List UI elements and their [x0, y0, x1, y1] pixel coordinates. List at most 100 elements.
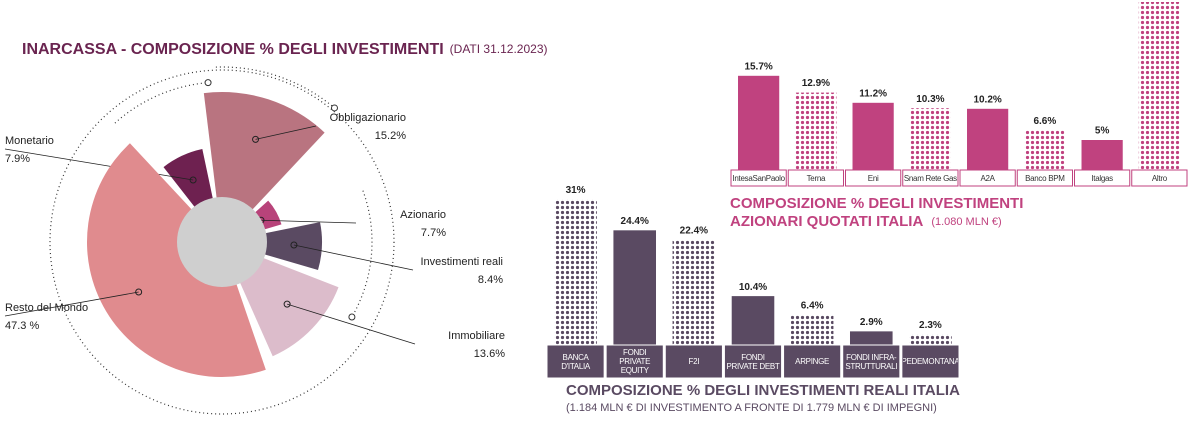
x-tick-label: Eni: [867, 173, 879, 183]
title: INARCASSA - COMPOSIZIONE % DEGLI INVESTI…: [22, 41, 444, 58]
value-label: 11.2%: [859, 88, 887, 99]
category-box: PEDEMONTANA: [902, 357, 958, 366]
category-box: Snam Rete Gas: [903, 173, 957, 183]
bar: [554, 199, 597, 345]
category-cell: [546, 344, 605, 379]
slice-value: 47.3 %: [5, 320, 39, 332]
value-label: 10.4%: [739, 282, 767, 293]
category-cell: [959, 169, 1016, 187]
slice-label: Monetario: [5, 135, 54, 147]
category-box: BANCA D'ITALIA: [561, 352, 590, 371]
category-box: FONDI PRIVATE EQUITY: [619, 348, 651, 375]
bar: [1081, 140, 1123, 170]
equity-title: COMPOSIZIONE % DEGLI INVESTIMENTI: [730, 195, 1023, 212]
slice-label: Investimenti reali: [420, 256, 503, 268]
dotted-ring: [49, 69, 395, 415]
category-box: F2I: [689, 357, 700, 366]
slice-label: Resto del Mondo: [5, 302, 88, 314]
value-label: 24.4%: [621, 216, 649, 227]
arc-knob: [348, 313, 356, 321]
bar: [967, 108, 1009, 170]
leader-dot: [135, 288, 143, 296]
category-cell: [1016, 169, 1073, 187]
x-tick-label: FONDI INFRA-STRUTTURALI: [845, 352, 898, 371]
x-tick-label: Terna: [806, 173, 826, 183]
category-box: FONDI PRIVATE DEBT: [726, 352, 780, 371]
slice-label: Immobiliare: [448, 330, 505, 342]
bar: [731, 296, 775, 345]
category-box: Banco BPM: [1025, 173, 1065, 183]
leader-dot: [290, 241, 298, 249]
subtitle: AZIONARI QUOTATI ITALIA: [730, 213, 923, 230]
pie-wedge: [87, 143, 266, 377]
leader-dot: [189, 176, 197, 184]
value-label: 12.9%: [802, 78, 830, 89]
bar: [613, 230, 657, 345]
bar: [909, 108, 951, 170]
leader-dot: [252, 135, 260, 143]
leader-dot: [283, 300, 291, 308]
x-tick-label: Banco BPM: [1025, 173, 1065, 183]
category-box: ARPINGE: [795, 357, 830, 366]
leader-line: [255, 125, 317, 140]
leader-line: [287, 303, 416, 345]
category-cell: [1074, 169, 1131, 187]
subtitle: (DATI 31.12.2023): [450, 42, 548, 56]
value-label: 10.2%: [973, 94, 1001, 105]
value-label: 2.9%: [860, 317, 883, 328]
slice-value: 7.9%: [5, 153, 30, 165]
equity-subtitle: AZIONARI QUOTATI ITALIA (1.080 MLN €): [730, 213, 1002, 230]
category-box: Altro: [1151, 173, 1167, 183]
x-tick-label: Italgas: [1091, 173, 1113, 183]
value-label: 2.3%: [919, 320, 942, 331]
category-cell: [787, 169, 844, 187]
category-cell: [730, 169, 787, 187]
category-cell: [902, 169, 959, 187]
bar: [852, 102, 894, 170]
note: (1.080 MLN €): [931, 216, 1001, 228]
category-box: Italgas: [1091, 173, 1113, 183]
bar: [849, 331, 893, 345]
category-cell: [845, 169, 902, 187]
category-cell: [664, 344, 723, 379]
category-cell: [842, 344, 901, 379]
bar: [738, 75, 780, 170]
real-title: COMPOSIZIONE % DEGLI INVESTIMENTI REALI …: [566, 382, 960, 399]
pie-title: INARCASSA - COMPOSIZIONE % DEGLI INVESTI…: [22, 41, 547, 58]
dotted-arc: [215, 66, 335, 109]
value-label: 6.4%: [801, 301, 824, 312]
x-tick-label: FONDI PRIVATE EQUITY: [619, 348, 651, 375]
x-tick-label: PEDEMONTANA: [902, 357, 958, 366]
x-tick-label: BANCA D'ITALIA: [561, 352, 590, 371]
category-cell: [901, 344, 960, 379]
category-cell: [1131, 169, 1188, 187]
bar: [909, 334, 952, 345]
x-tick-label: Snam Rete Gas: [903, 173, 957, 183]
leader-line: [4, 291, 139, 317]
x-tick-label: ARPINGE: [795, 357, 830, 366]
x-tick-label: Altro: [1151, 173, 1167, 183]
value-label: 15.7%: [744, 61, 772, 72]
slice-value: 15.2%: [375, 130, 406, 142]
arc-knob: [330, 104, 338, 112]
leader-line: [4, 148, 194, 181]
x-tick-label: FONDI PRIVATE DEBT: [726, 352, 780, 371]
dotted-arc: [351, 190, 373, 318]
slice-value: 8.4%: [478, 274, 503, 286]
bar: [672, 239, 716, 345]
value-label: 22.4%: [680, 225, 708, 236]
category-cell: [605, 344, 664, 379]
category-box: Eni: [867, 173, 879, 183]
category-box: A2A: [981, 174, 996, 183]
slice-label: Obbligazionario: [330, 112, 406, 124]
leader-line: [260, 219, 357, 224]
slice-label: Azionario: [400, 209, 446, 221]
pie-wedge: [222, 222, 322, 270]
bar: [790, 314, 834, 345]
slice-value: 7.7%: [421, 227, 446, 239]
arc-knob: [204, 79, 212, 87]
category-cell: [783, 344, 842, 379]
bar: [1024, 130, 1066, 170]
